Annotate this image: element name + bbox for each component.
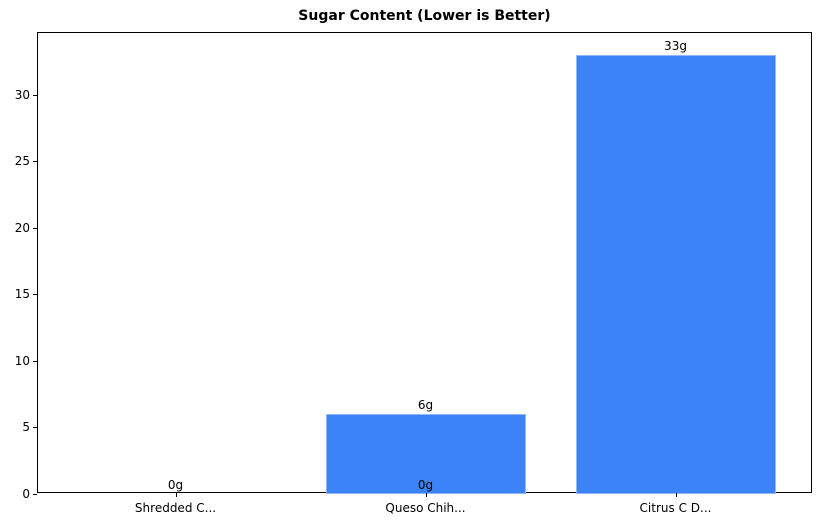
x-tick — [675, 493, 677, 497]
x-tick-label: Shredded C... — [134, 501, 217, 515]
bar-value-label: 33g — [664, 38, 687, 53]
x-tick-label: Citrus C D... — [639, 501, 712, 515]
bar — [325, 414, 526, 494]
y-tick — [33, 161, 37, 163]
y-tick — [33, 427, 37, 429]
y-tick-label: 0 — [22, 487, 30, 501]
y-tick-label: 5 — [22, 420, 30, 435]
y-tick — [33, 294, 37, 296]
y-tick — [33, 494, 37, 495]
x-tick — [425, 493, 427, 497]
y-tick — [33, 94, 37, 96]
y-tick — [33, 360, 37, 362]
y-tick-label: 20 — [14, 220, 30, 235]
y-tick-label: 10 — [14, 353, 30, 368]
chart-title: Sugar Content (Lower is Better) — [298, 8, 551, 24]
y-tick — [33, 227, 37, 229]
bar-value-label: 0g — [167, 478, 184, 492]
bar-value-label: 6g — [417, 398, 434, 413]
y-tick-label: 15 — [14, 287, 30, 302]
x-tick-label: Queso Chih... — [385, 501, 466, 515]
y-tick-label: 30 — [14, 87, 30, 102]
x-tick — [175, 493, 177, 497]
plot-area: 0 5 10 15 20 25 30 0g Shredded C... 6g Queso Chih.… — [15, 32, 812, 515]
y-tick-label: 25 — [14, 154, 30, 169]
bar — [575, 54, 776, 494]
bar-base-label: 0g — [417, 478, 434, 492]
